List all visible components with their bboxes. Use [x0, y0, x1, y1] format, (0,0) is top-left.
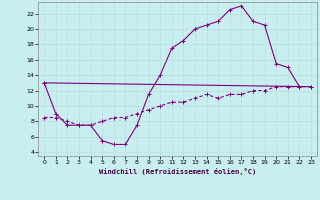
X-axis label: Windchill (Refroidissement éolien,°C): Windchill (Refroidissement éolien,°C) — [99, 168, 256, 175]
